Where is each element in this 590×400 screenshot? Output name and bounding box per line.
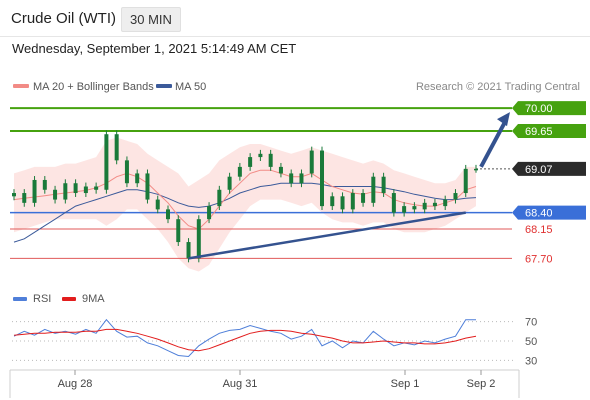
candle-body: [176, 219, 181, 243]
candle-body: [432, 202, 437, 207]
candle-body: [361, 193, 366, 203]
chart-title: Crude Oil (WTI): [11, 10, 116, 27]
candle-body: [463, 168, 468, 194]
candle-body: [32, 179, 37, 203]
candle-body: [155, 199, 160, 210]
candle-body: [227, 176, 232, 190]
level-label-70.00: 70.00: [525, 103, 553, 115]
x-tick-label: Aug 28: [58, 378, 93, 390]
candle-body: [94, 186, 99, 190]
candle-body: [237, 166, 242, 177]
price-plot-area: 70.00 69.65 69.07 68.40 68.15 67.70: [10, 101, 586, 272]
nine-ma-line: [13, 328, 477, 352]
x-tick-label: Sep 1: [391, 378, 420, 390]
chart-header: Crude Oil (WTI) 30 MIN: [0, 0, 590, 37]
ma50-legend-label: MA 50: [175, 81, 206, 93]
candle-body: [12, 193, 16, 197]
candle-body: [63, 183, 68, 200]
nine-ma-legend-label: 9MA: [82, 293, 105, 305]
rsi-legend-swatch: [13, 297, 27, 301]
credit-label: Research © 2021 Trading Central: [416, 81, 580, 93]
candle-body: [53, 189, 58, 200]
candle-body: [22, 193, 27, 203]
candle-body: [207, 206, 212, 220]
candle-body: [453, 193, 458, 200]
candle-body: [402, 206, 407, 213]
level-label-67.70: 67.70: [525, 253, 553, 265]
candle-body: [186, 242, 191, 259]
candle-body: [166, 209, 170, 220]
candle-body: [278, 166, 283, 174]
x-axis: Aug 28 Aug 31 Sep 1 Sep 2: [9, 369, 520, 398]
chart-datetime: Wednesday, September 1, 2021 5:14:49 AM …: [12, 41, 297, 56]
candle-body: [114, 134, 119, 161]
candle-body: [422, 202, 427, 210]
x-tick-label: Sep 2: [467, 378, 496, 390]
level-tag-68.40: [512, 205, 586, 220]
rsi-legend-label: RSI: [33, 293, 51, 305]
candle-body: [42, 179, 47, 190]
candle-body: [145, 173, 150, 200]
projection-arrow-shaft: [479, 119, 508, 168]
nine-ma-legend-swatch: [62, 297, 76, 301]
candle-body: [474, 168, 478, 171]
candle-body: [443, 199, 448, 207]
candle-body: [320, 150, 324, 207]
candle-body: [309, 150, 314, 174]
candle-body: [340, 196, 345, 210]
candle-body: [248, 157, 253, 167]
candle-body: [135, 173, 140, 184]
ma50-legend-swatch: [156, 84, 172, 88]
level-label-69.65: 69.65: [525, 126, 553, 138]
candle-body: [391, 193, 396, 213]
candle-body: [268, 153, 273, 167]
candle-body: [350, 193, 355, 210]
candle-body: [196, 219, 201, 259]
level-tag-70.00: [512, 101, 586, 116]
candle-body: [412, 206, 417, 210]
rsi-tick-50: 50: [525, 336, 537, 348]
rsi-tick-70: 70: [525, 317, 537, 329]
rsi-plot-area: 70 50 30: [12, 317, 537, 367]
candle-body: [330, 196, 335, 207]
timeframe-badge[interactable]: 30 MIN: [121, 7, 181, 32]
rsi-tick-30: 30: [525, 355, 537, 367]
level-label-68.40: 68.40: [525, 208, 553, 220]
candle-body: [289, 173, 294, 184]
level-tag-69.07: [512, 161, 586, 176]
candle-body: [258, 153, 263, 158]
rsi-line: [13, 318, 476, 358]
x-tick-label: Aug 31: [223, 378, 258, 390]
level-tag-69.65: [512, 123, 586, 138]
projection-arrow-head: [497, 112, 510, 127]
candle-body: [371, 176, 376, 203]
candle-body: [104, 134, 109, 190]
candle-body: [217, 189, 222, 207]
ma50-line: [13, 182, 477, 243]
level-label-68.15: 68.15: [525, 224, 553, 236]
candle-body: [299, 173, 304, 184]
candle-body: [381, 176, 386, 194]
ma20-legend-swatch: [13, 84, 29, 88]
candle-body: [124, 160, 129, 184]
ma20-legend-label: MA 20 + Bollinger Bands: [33, 81, 154, 93]
candle-body: [73, 183, 78, 194]
ma20-line: [13, 169, 477, 230]
bollinger-band: [14, 137, 476, 272]
trendline: [188, 211, 466, 260]
candle-body: [83, 186, 88, 194]
level-label-69.07: 69.07: [525, 164, 553, 176]
